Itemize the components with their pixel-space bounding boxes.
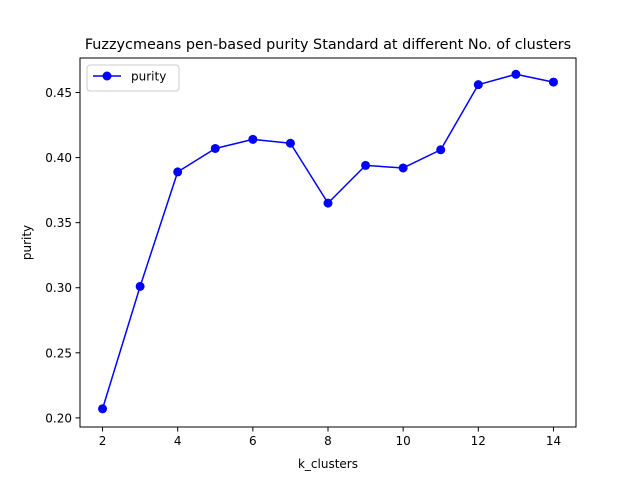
data-point bbox=[548, 77, 558, 87]
data-point bbox=[248, 134, 258, 144]
data-point bbox=[98, 404, 108, 414]
data-point bbox=[210, 143, 220, 153]
data-point bbox=[436, 145, 446, 155]
data-point bbox=[285, 138, 295, 148]
data-point bbox=[398, 163, 408, 173]
x-axis-label: k_clusters bbox=[298, 457, 358, 471]
x-tick-label: 2 bbox=[99, 434, 107, 448]
data-point bbox=[361, 160, 371, 170]
x-tick-label: 14 bbox=[546, 434, 561, 448]
y-axis-ticks: 0.20 0.25 0.30 0.35 0.40 0.45 bbox=[45, 86, 80, 425]
y-tick-label: 0.35 bbox=[45, 216, 72, 230]
y-axis-label: purity bbox=[20, 225, 34, 260]
x-tick-label: 8 bbox=[324, 434, 332, 448]
y-tick-label: 0.40 bbox=[45, 151, 72, 165]
chart-title: Fuzzycmeans pen-based purity Standard at… bbox=[85, 37, 571, 53]
x-tick-label: 12 bbox=[471, 434, 486, 448]
y-tick-label: 0.45 bbox=[45, 86, 72, 100]
legend-marker bbox=[102, 71, 112, 81]
data-point bbox=[135, 281, 145, 291]
data-point bbox=[173, 167, 183, 177]
legend-label: purity bbox=[131, 70, 166, 84]
series-layer bbox=[98, 69, 558, 414]
data-point bbox=[511, 69, 521, 79]
legend-box bbox=[86, 64, 180, 92]
y-tick-label: 0.30 bbox=[45, 281, 72, 295]
plot-area: 2 4 6 8 10 12 14 0.20 0.25 0.30 0.35 0.40 0.45 bbox=[45, 57, 577, 448]
legend: purity bbox=[86, 64, 180, 92]
x-tick-label: 10 bbox=[396, 434, 411, 448]
x-axis-ticks: 2 4 6 8 10 12 14 bbox=[99, 427, 561, 448]
y-tick-label: 0.25 bbox=[45, 346, 72, 360]
data-point bbox=[473, 80, 483, 90]
y-tick-label: 0.20 bbox=[45, 411, 72, 425]
data-point bbox=[323, 198, 333, 208]
x-tick-label: 6 bbox=[249, 434, 257, 448]
x-tick-label: 4 bbox=[174, 434, 182, 448]
